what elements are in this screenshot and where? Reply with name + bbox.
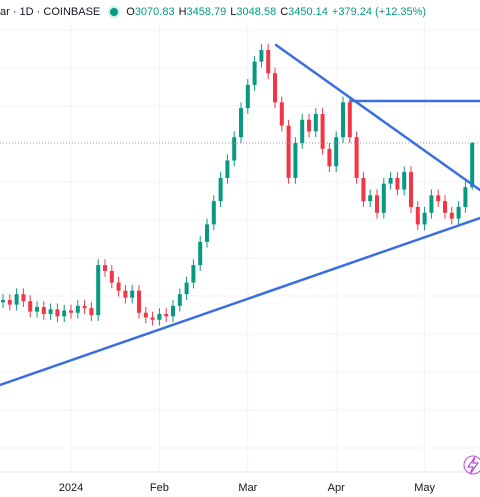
- candle-body: [470, 143, 475, 188]
- candles: [1, 44, 475, 326]
- legend-header: ar · 1D · COINBASE O 3070.83 H 3458.79 L 30…: [0, 3, 430, 21]
- candle-body: [14, 294, 19, 305]
- lightning-icon: [466, 456, 480, 475]
- candle-body: [381, 183, 386, 213]
- candle-body: [259, 50, 264, 62]
- candle-body: [327, 148, 332, 167]
- candle-body: [137, 290, 141, 313]
- candle-body: [89, 308, 94, 316]
- candle-body: [429, 195, 434, 213]
- candle-body: [62, 310, 67, 317]
- candle-body: [35, 306, 39, 312]
- ohlc-letter: H: [178, 6, 187, 18]
- candle-body: [1, 300, 5, 303]
- candle-body: [266, 50, 271, 74]
- candle-body: [239, 108, 243, 138]
- candle-body: [368, 195, 373, 202]
- ohlc-value: 3450.14: [288, 6, 328, 18]
- candle-body: [184, 282, 189, 295]
- ohlc-value: 3048.58: [236, 6, 277, 18]
- candle-body: [293, 143, 298, 178]
- candle-body: [273, 73, 277, 103]
- candle-body: [211, 201, 216, 225]
- status-dot: [110, 8, 119, 16]
- trend-line: [274, 43, 480, 192]
- candle-body: [150, 317, 155, 320]
- candle-body: [463, 187, 468, 207]
- candle-body: [409, 172, 413, 207]
- candle-body: [456, 206, 461, 219]
- candle-body: [28, 301, 33, 312]
- candle-body: [252, 61, 257, 85]
- candle-body: [21, 294, 26, 302]
- candle-body: [164, 313, 169, 317]
- candle-body: [320, 113, 325, 149]
- candle-body: [313, 113, 318, 132]
- candle-body: [361, 177, 366, 202]
- candle-body: [205, 224, 209, 242]
- ohlc-letter: O: [126, 6, 135, 18]
- icon-ring: [463, 455, 480, 475]
- candle-body: [375, 195, 379, 213]
- candle-body: [449, 212, 454, 219]
- x-tick-label: Apr: [328, 482, 345, 494]
- candle-body: [116, 282, 121, 291]
- candle-body: [436, 195, 441, 202]
- candle-body: [300, 119, 305, 144]
- ohlc-letter: C: [280, 6, 289, 18]
- ohlc-letter: L: [230, 6, 237, 18]
- candle-body: [41, 306, 46, 314]
- candle-body: [7, 300, 12, 305]
- candle-body: [245, 84, 250, 109]
- candle-body: [232, 137, 237, 161]
- candle-body: [123, 290, 128, 298]
- candle-body: [402, 172, 407, 190]
- x-tick-label: 2024: [59, 482, 83, 494]
- candle-body: [157, 313, 162, 320]
- candle-body: [75, 305, 80, 313]
- candle-body: [171, 305, 175, 317]
- candle-body: [415, 206, 420, 225]
- change: +379.24 (+12.35%): [331, 6, 427, 18]
- candle-body: [48, 309, 53, 314]
- candle-body: [395, 177, 400, 190]
- candle-body: [218, 177, 223, 202]
- candle-body: [347, 102, 352, 138]
- candle-body: [286, 125, 291, 178]
- ohlc-value: 3070.83: [134, 6, 175, 18]
- symbol: ar · 1D · COINBASE: [0, 6, 101, 18]
- candle-body: [307, 119, 311, 132]
- x-axis: 2024 Feb Mar Apr May: [59, 482, 436, 494]
- candle-body: [191, 265, 196, 283]
- trend-lines: [0, 43, 480, 387]
- candle-body: [55, 309, 60, 317]
- candle-body: [82, 305, 87, 309]
- candle-body: [334, 137, 339, 167]
- x-tick-label: Mar: [238, 482, 257, 494]
- x-tick-label: May: [414, 482, 435, 494]
- candle-body: [388, 177, 393, 184]
- candle-body: [143, 312, 148, 318]
- candle-body: [279, 102, 284, 126]
- candle-body: [422, 212, 427, 225]
- grid: [0, 29, 480, 449]
- ohlc-value: 3458.79: [186, 6, 227, 18]
- candle-body: [443, 201, 447, 213]
- candle-body: [109, 270, 114, 283]
- candle-body: [103, 265, 107, 271]
- candle-body: [225, 160, 230, 178]
- candle-body: [69, 310, 73, 313]
- candle-body: [130, 290, 135, 298]
- candle-body: [177, 294, 182, 306]
- candle-body: [198, 241, 203, 266]
- candle-body: [354, 137, 359, 178]
- x-tick-label: Feb: [150, 482, 169, 494]
- candle-body: [96, 265, 101, 316]
- candle-body: [341, 102, 345, 138]
- trend-line: [0, 216, 480, 387]
